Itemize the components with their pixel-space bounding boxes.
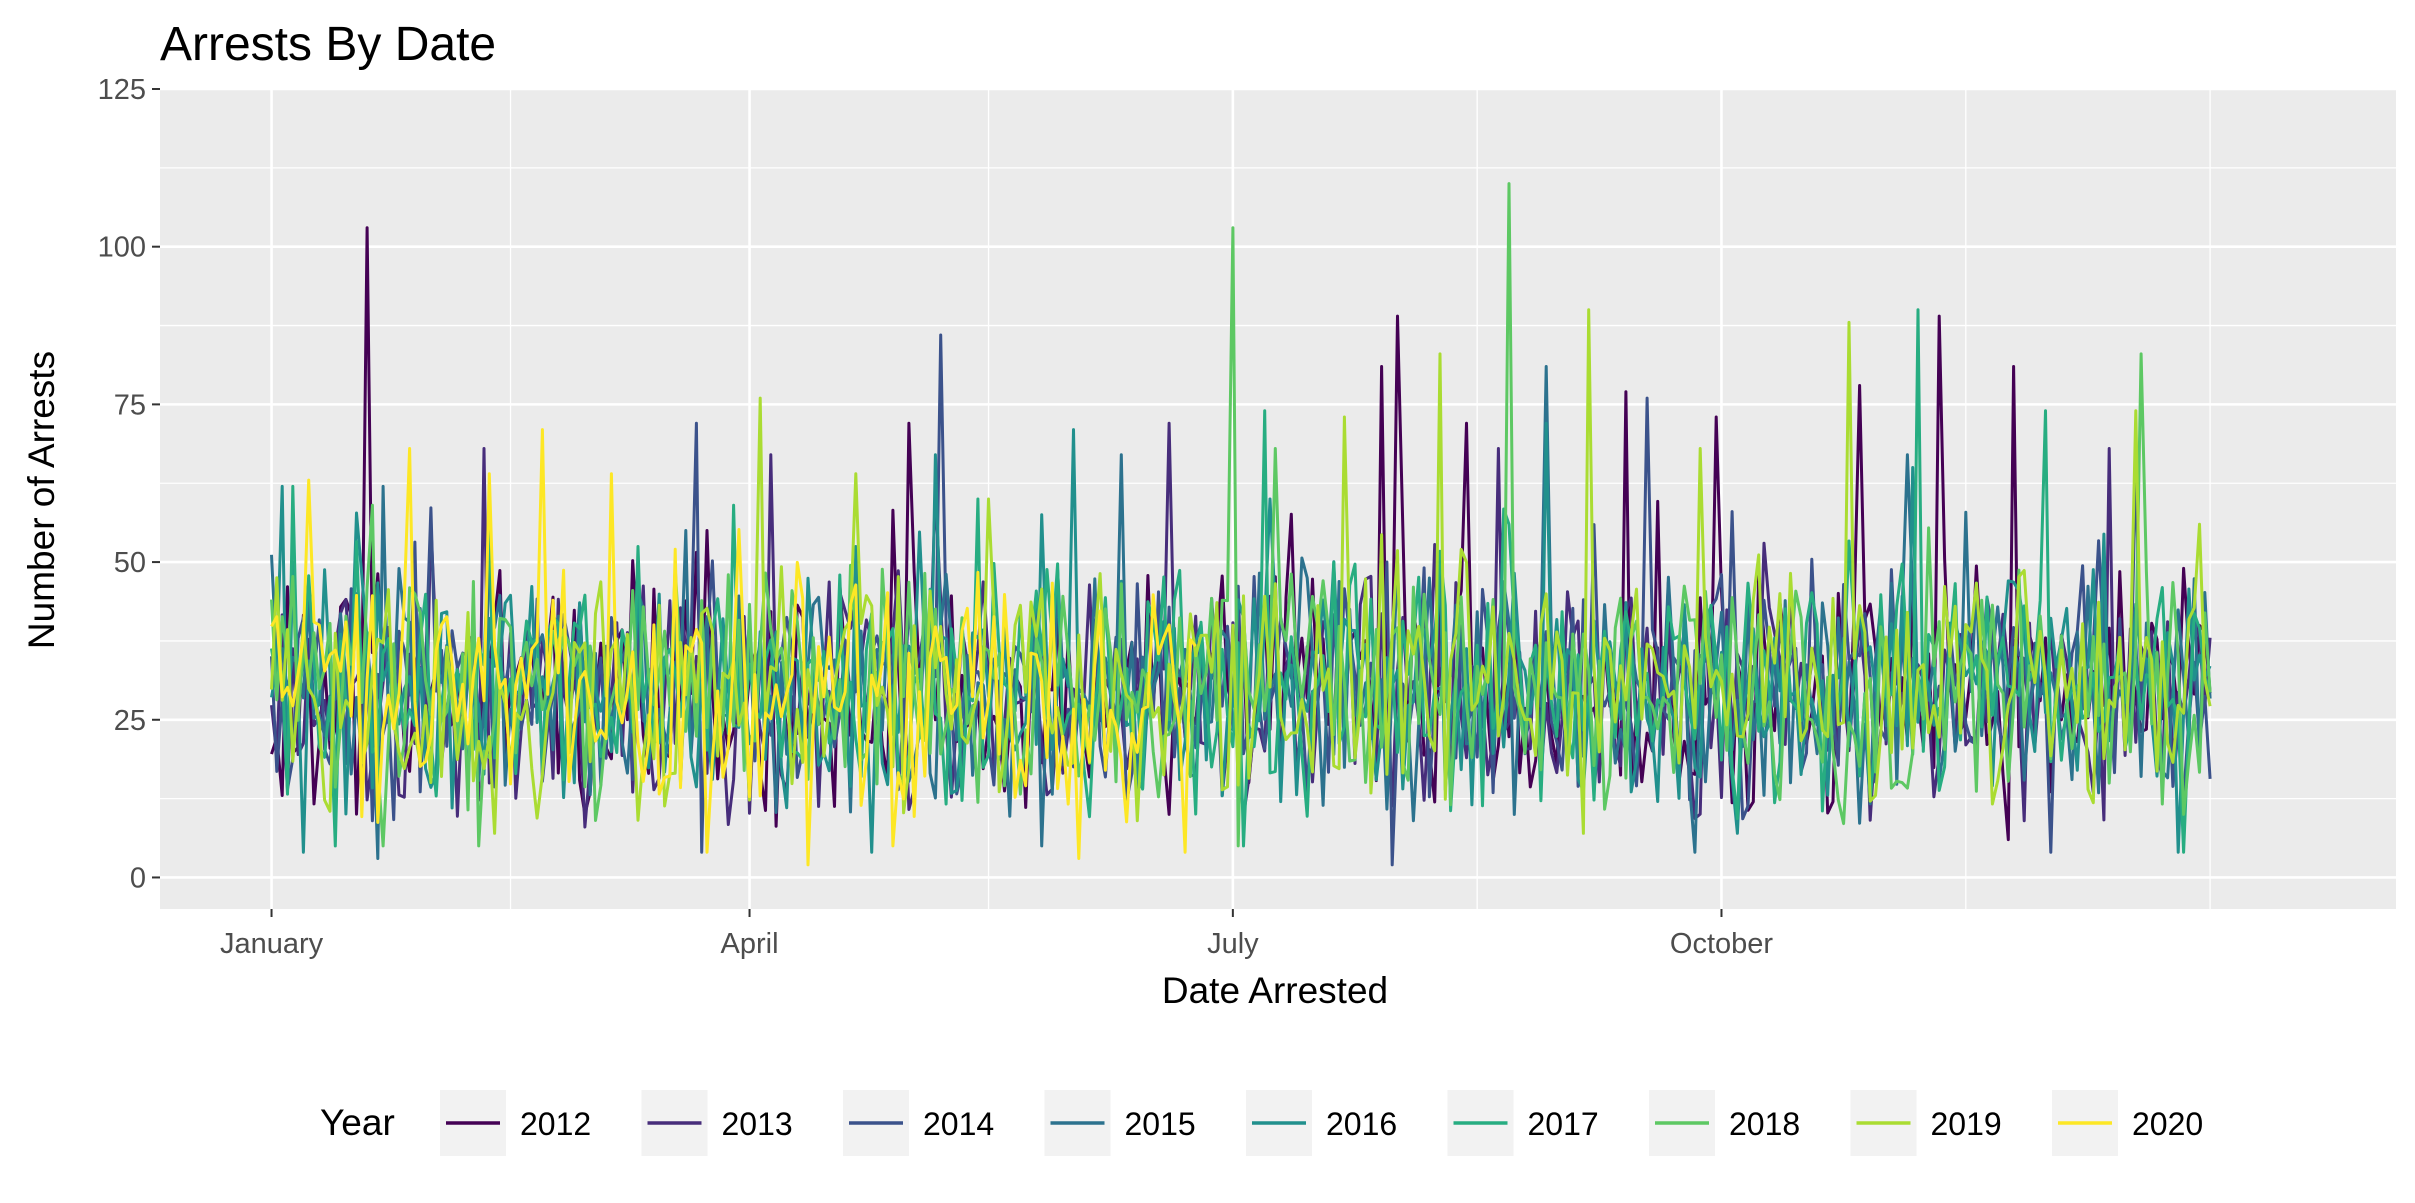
legend-items: 2012 2013 2014 2015 2016 2017 2018 2019 2020: [440, 1090, 2203, 1156]
x-tick-label: April: [721, 928, 779, 960]
chart-title: Arrests By Date: [160, 18, 496, 71]
series-line-2019: [270, 308, 2212, 835]
y-tick-label: 125: [98, 74, 146, 106]
series-line-2020: [270, 428, 1197, 867]
y-tick-label: 50: [114, 547, 146, 579]
y-tick-label: 75: [114, 389, 146, 421]
y-tick-label: 25: [114, 705, 146, 737]
legend-label-2016: 2016: [1326, 1106, 1397, 1142]
x-tick-label: January: [220, 928, 324, 960]
legend-label-2018: 2018: [1729, 1106, 1800, 1142]
legend-label-2014: 2014: [923, 1106, 994, 1142]
legend-label-2019: 2019: [1931, 1106, 2002, 1142]
x-tick-label: July: [1207, 928, 1259, 960]
legend-label-2012: 2012: [520, 1106, 591, 1142]
series-lines: [270, 182, 2212, 867]
y-axis-title: Number of Arrests: [21, 351, 62, 649]
y-tick-label: 0: [130, 862, 146, 894]
legend-label-2013: 2013: [722, 1106, 793, 1142]
legend-label-2015: 2015: [1125, 1106, 1196, 1142]
y-tick-label: 100: [98, 232, 146, 264]
legend-title: Year: [320, 1102, 395, 1143]
x-axis: January April July October: [220, 909, 1773, 960]
x-tick-label: October: [1670, 928, 1773, 960]
legend-label-2020: 2020: [2132, 1106, 2203, 1142]
x-axis-title: Date Arrested: [1162, 970, 1388, 1011]
legend-label-2017: 2017: [1528, 1106, 1599, 1142]
legend: Year 2012 2013 2014 2015 2016 2017 2018 2019 202…: [320, 1090, 2203, 1156]
y-axis: 0 25 50 75 100 125: [98, 74, 160, 894]
